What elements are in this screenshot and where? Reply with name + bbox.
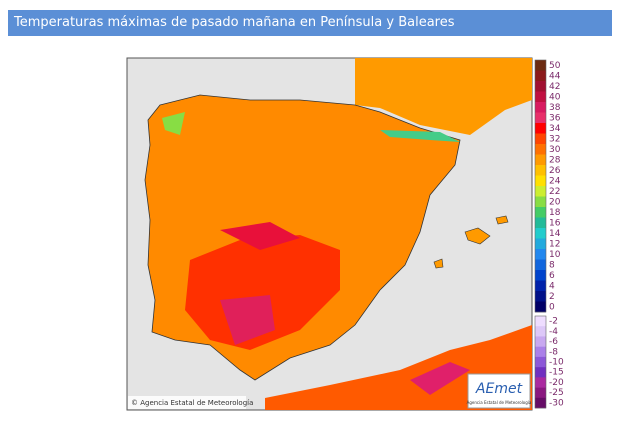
legend-swatch [535,238,546,250]
legend-label: 36 [549,113,561,123]
legend-label: 20 [549,197,561,207]
hot-zone [220,222,300,250]
legend-swatch [535,270,546,281]
legend-swatch [535,249,546,260]
legend-label: 18 [549,208,561,218]
ibiza [433,258,444,269]
mallorca [464,227,491,245]
legend-label: -15 [549,368,564,378]
legend-label: -8 [549,347,558,357]
galicia-cool [162,112,185,135]
legend-swatch [535,228,546,239]
legend-swatch [535,377,546,388]
credit-bg [128,396,246,409]
credit: © Agencia Estatal de Meteorología [131,399,253,407]
legend-swatch [535,175,546,187]
legend-label: 34 [549,124,561,134]
header-title: Temperaturas máximas de pasado mañana en… [8,10,612,36]
legend-label: 4 [549,281,555,291]
legend-border [534,315,547,409]
legend-swatch [535,387,546,399]
legend-swatch [535,336,546,347]
legend-label: 30 [549,145,561,155]
legend-swatch [535,144,546,155]
legend-label: 16 [549,218,561,228]
legend-swatch [535,102,546,113]
legend-swatch [535,196,546,208]
legend-label: 6 [549,271,555,281]
legend-swatch [535,91,546,103]
legend-label: 32 [549,134,560,144]
legend-swatch [535,367,546,378]
legend-swatch [535,397,546,409]
legend-swatch [535,154,546,166]
legend-label: -25 [549,388,564,398]
legend: 5044424038363432302826242220181614121086… [534,59,564,409]
legend-swatch [535,326,546,337]
legend-swatch [535,301,546,313]
legend-label: 0 [549,302,555,312]
legend-swatch [535,165,546,176]
legend-label: 10 [549,250,561,260]
legend-swatch [535,207,546,218]
legend-label: 14 [549,229,561,239]
legend-label: 8 [549,260,555,270]
legend-swatch [535,356,546,368]
legend-label: 2 [549,292,555,302]
legend-swatch [535,259,546,271]
legend-label: -20 [549,378,564,388]
legend-label: 28 [549,155,561,165]
legend-swatch [535,291,546,302]
legend-label: -10 [549,358,564,368]
africa [265,325,532,410]
legend-label: 24 [549,176,561,186]
legend-swatch [535,81,546,92]
legend-label: -2 [549,317,558,327]
legend-label: 40 [549,92,561,102]
legend-swatch [535,123,546,134]
legend-label: 50 [549,61,561,71]
logo: AEmet [475,381,523,397]
legend-swatch [535,70,546,82]
logo-subtitle: Agencia Estatal de Meteorología [467,400,532,405]
legend-swatch [535,186,546,197]
legend-label: 38 [549,103,561,113]
pyrenees-cool [380,130,460,142]
legend-label: 26 [549,166,561,176]
legend-label: -6 [549,337,558,347]
legend-swatch [535,217,546,229]
legend-label: 42 [549,82,560,92]
legend-swatch [535,133,546,145]
legend-label: 12 [549,239,560,249]
legend-label: -30 [549,398,564,408]
hot-zone [185,235,340,350]
legend-label: 22 [549,187,560,197]
menorca [495,215,509,225]
legend-label: -4 [549,327,558,337]
legend-swatch [535,112,546,124]
africa-hot [410,362,470,395]
legend-border [534,59,547,313]
legend-swatch [535,346,546,358]
legend-swatch [535,60,546,71]
legend-label: 44 [549,71,561,81]
legend-swatch [535,280,546,292]
logo-box [467,373,531,409]
hot-zone [220,295,275,345]
legend-swatch [535,316,546,327]
france [355,58,532,135]
